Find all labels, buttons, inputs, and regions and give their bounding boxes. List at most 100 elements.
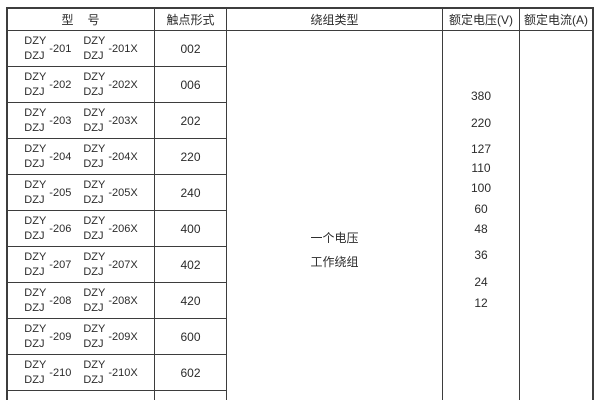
model-group-x: DZY DZJ -206X: [83, 214, 137, 244]
model-prefix-stack: DZY DZJ: [24, 70, 46, 100]
voltage-value: 127: [470, 142, 492, 156]
model-group-plain: DZY DZJ -209: [24, 322, 71, 352]
model-suffix-x: -203X: [108, 114, 138, 127]
table-header-row: 型 号 触点形式 绕组类型 额定电压(V) 额定电流(A): [8, 9, 592, 31]
voltage-value: 60: [474, 202, 488, 216]
model-prefix-top: DZY: [83, 286, 106, 299]
model-group-x: DZY DZJ -210X: [83, 358, 137, 388]
model-group-plain: DZY DZJ -204: [24, 142, 71, 172]
model-group-x: DZY DZJ -201X: [83, 34, 137, 64]
model-prefix-bottom: DZJ: [83, 193, 104, 206]
model-cell: [8, 391, 155, 400]
model-suffix: -205: [49, 186, 72, 199]
model-prefix-stack: DZY DZJ: [24, 250, 46, 280]
model-suffix-x: -207X: [108, 258, 138, 271]
contact-cell: 402: [155, 247, 227, 282]
rated-current-cell: [520, 31, 592, 400]
model-prefix-top: DZY: [83, 178, 106, 191]
model-group-plain: DZY DZJ -202: [24, 70, 71, 100]
model-prefix-bottom: DZJ: [24, 265, 45, 278]
voltage-value: 36: [474, 248, 488, 262]
relay-spec-table: 型 号 触点形式 绕组类型 额定电压(V) 额定电流(A) DZY DZJ -2…: [6, 7, 594, 400]
model-prefix-bottom: DZJ: [24, 121, 45, 134]
model-group-plain: DZY DZJ -208: [24, 286, 71, 316]
model-group-x: DZY DZJ -205X: [83, 178, 137, 208]
header-contact-form: 触点形式: [155, 9, 227, 30]
model-prefix-top: DZY: [24, 358, 47, 371]
model-prefix-stack: DZY DZJ: [24, 142, 46, 172]
model-prefix-stack: DZY DZJ: [24, 34, 46, 64]
model-cell: DZY DZJ -201 DZY DZJ -201X: [8, 31, 155, 66]
model-prefix-stack: DZY DZJ: [24, 322, 46, 352]
model-prefix-top: DZY: [83, 34, 106, 47]
model-suffix-x: -210X: [108, 366, 138, 379]
contact-cell: 202: [155, 103, 227, 138]
model-group-x: DZY DZJ -203X: [83, 106, 137, 136]
model-prefix-bottom: DZJ: [83, 121, 104, 134]
model-prefix-stack: DZY DZJ: [24, 286, 46, 316]
model-prefix-stack: DZY DZJ: [83, 178, 105, 208]
model-group-plain: DZY DZJ -205: [24, 178, 71, 208]
model-group-plain: DZY DZJ -206: [24, 214, 71, 244]
model-prefix-bottom: DZJ: [83, 265, 104, 278]
table-row: DZY DZJ -205 DZY DZJ -205X 240: [8, 175, 227, 211]
model-prefix-stack: DZY DZJ: [24, 358, 46, 388]
model-prefix-top: DZY: [24, 286, 47, 299]
model-group-plain: DZY DZJ -207: [24, 250, 71, 280]
model-group-x: DZY DZJ -202X: [83, 70, 137, 100]
voltage-value: 380: [470, 89, 492, 103]
model-prefix-top: DZY: [83, 250, 106, 263]
model-prefix-stack: DZY DZJ: [83, 70, 105, 100]
winding-type-cell: 一个电压 工作绕组: [227, 31, 443, 400]
model-prefix-bottom: DZJ: [24, 193, 45, 206]
model-prefix-stack: DZY DZJ: [24, 214, 46, 244]
table-row-partial: [8, 391, 227, 400]
model-cell: DZY DZJ -210 DZY DZJ -210X: [8, 355, 155, 390]
model-prefix-top: DZY: [83, 322, 106, 335]
contact-cell: 240: [155, 175, 227, 210]
model-contact-rows: DZY DZJ -201 DZY DZJ -201X 002 DZY DZJ: [8, 31, 227, 400]
model-prefix-bottom: DZJ: [24, 85, 45, 98]
model-group-plain: DZY DZJ -201: [24, 34, 71, 64]
model-suffix: -201: [49, 42, 72, 55]
contact-cell: [155, 391, 227, 400]
model-prefix-stack: DZY DZJ: [24, 106, 46, 136]
header-rated-voltage: 额定电压(V): [443, 9, 520, 30]
model-suffix-x: -204X: [108, 150, 138, 163]
model-prefix-top: DZY: [24, 142, 47, 155]
table-row: DZY DZJ -209 DZY DZJ -209X 600: [8, 319, 227, 355]
model-suffix-x: -205X: [108, 186, 138, 199]
model-suffix-x: -209X: [108, 330, 138, 343]
contact-cell: 602: [155, 355, 227, 390]
table-row: DZY DZJ -208 DZY DZJ -208X 420: [8, 283, 227, 319]
model-cell: DZY DZJ -203 DZY DZJ -203X: [8, 103, 155, 138]
table-row: DZY DZJ -202 DZY DZJ -202X 006: [8, 67, 227, 103]
model-cell: DZY DZJ -209 DZY DZJ -209X: [8, 319, 155, 354]
model-prefix-top: DZY: [24, 214, 47, 227]
model-prefix-top: DZY: [83, 142, 106, 155]
header-model: 型 号: [8, 9, 155, 30]
model-suffix: -208: [49, 294, 72, 307]
contact-cell: 006: [155, 67, 227, 102]
table-row: DZY DZJ -201 DZY DZJ -201X 002: [8, 31, 227, 67]
model-prefix-bottom: DZJ: [24, 49, 45, 62]
model-prefix-top: DZY: [24, 34, 47, 47]
model-prefix-stack: DZY DZJ: [83, 106, 105, 136]
voltage-value: 110: [471, 161, 491, 175]
model-group-x: DZY DZJ -208X: [83, 286, 137, 316]
rated-voltage-cell: 380 220 127 110 100 60 48 36 24 12: [443, 31, 520, 400]
model-suffix: -204: [49, 150, 72, 163]
model-prefix-bottom: DZJ: [83, 85, 104, 98]
model-cell: DZY DZJ -207 DZY DZJ -207X: [8, 247, 155, 282]
table-row: DZY DZJ -203 DZY DZJ -203X 202: [8, 103, 227, 139]
table-row: DZY DZJ -204 DZY DZJ -204X 220: [8, 139, 227, 175]
model-group-plain: DZY DZJ -203: [24, 106, 71, 136]
model-prefix-top: DZY: [24, 70, 47, 83]
model-suffix-x: -206X: [108, 222, 138, 235]
model-prefix-stack: DZY DZJ: [83, 214, 105, 244]
table-row: DZY DZJ -206 DZY DZJ -206X 400: [8, 211, 227, 247]
contact-cell: 002: [155, 31, 227, 66]
table-row: DZY DZJ -210 DZY DZJ -210X 602: [8, 355, 227, 391]
model-prefix-bottom: DZJ: [24, 373, 45, 386]
voltage-value: 24: [474, 275, 488, 289]
